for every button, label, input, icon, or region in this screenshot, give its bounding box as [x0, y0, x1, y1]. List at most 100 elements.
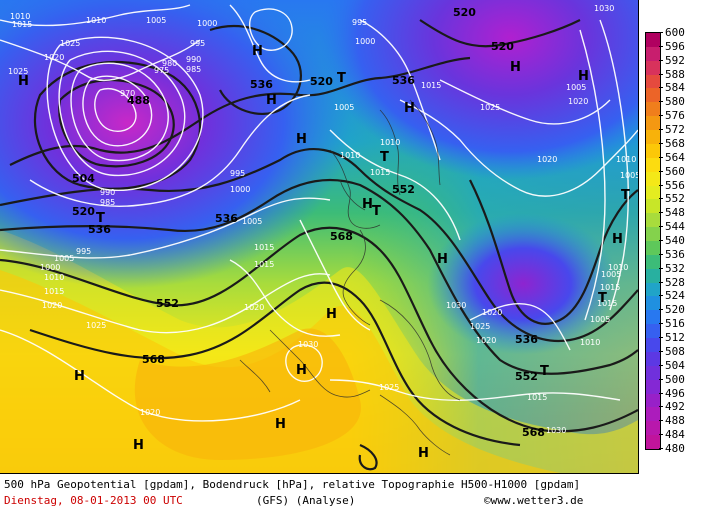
legend-tick — [659, 226, 663, 228]
geopotential-label: 536 — [215, 212, 238, 225]
legend-tick — [659, 184, 663, 186]
pressure-label: 1005 — [601, 270, 621, 279]
pressure-label: 1005 — [54, 254, 74, 263]
legend-tick — [659, 129, 663, 131]
legend-tick — [659, 309, 663, 311]
legend-tick — [659, 281, 663, 283]
high-marker: H — [418, 446, 429, 461]
caption-title: 500 hPa Geopotential [gpdam], Bodendruck… — [4, 478, 581, 491]
pressure-label: 1025 — [86, 321, 106, 330]
pressure-label: 1015 — [370, 168, 390, 177]
high-marker: H — [296, 363, 307, 378]
legend-label: 560 — [665, 164, 685, 178]
legend-swatch — [646, 407, 660, 423]
legend-swatch — [646, 213, 660, 229]
pressure-label: 1015 — [44, 287, 64, 296]
legend-label: 548 — [665, 206, 685, 220]
caption-model: (GFS) (Analyse) — [256, 494, 356, 507]
pressure-label: 1000 — [197, 19, 217, 28]
legend-tick — [659, 240, 663, 241]
color-legend: 600 596 592 588 584 580 576 572 568 564 560 556 552 5… — [641, 24, 704, 464]
legend-label: 564 — [665, 150, 685, 164]
pressure-label: 1005 — [146, 16, 166, 25]
pressure-label: 1015 — [254, 243, 274, 252]
legend-swatch — [646, 268, 660, 284]
legend-label: 572 — [665, 123, 685, 137]
low-marker: T — [96, 211, 105, 226]
pressure-label: 1005 — [242, 217, 262, 226]
legend-swatch — [646, 88, 660, 104]
legend-swatch — [646, 379, 660, 395]
pressure-label: 1020 — [537, 155, 557, 164]
pressure-label: 1020 — [42, 301, 62, 310]
map-svg: 1010 1005 1000 995 1030 995 1000 1015 10… — [0, 0, 638, 473]
pressure-label: 1010 — [10, 12, 30, 21]
legend-label: 532 — [665, 261, 685, 275]
legend-swatch — [646, 282, 660, 298]
geopotential-label: 520 — [72, 205, 95, 218]
pressure-label: 1025 — [470, 322, 490, 331]
legend-tick — [659, 142, 663, 144]
geopotential-label: 488 — [127, 94, 150, 107]
legend-tick — [659, 267, 663, 269]
weather-map: 1010 1005 1000 995 1030 995 1000 1015 10… — [0, 0, 639, 474]
high-marker: H — [74, 369, 85, 384]
low-marker: T — [337, 71, 346, 86]
legend-tick — [659, 364, 663, 366]
pressure-label: 1000 — [355, 37, 375, 46]
coastlines — [239, 99, 461, 456]
legend-tick — [659, 101, 663, 103]
pressure-label: 970 — [120, 89, 135, 98]
geopotential-label: 568 — [142, 353, 165, 366]
high-marker: H — [275, 417, 286, 432]
legend-label: 500 — [665, 372, 685, 386]
pressure-label: 995 — [352, 18, 367, 27]
legend-label: 512 — [665, 331, 685, 345]
pressure-label: 1020 — [568, 97, 588, 106]
pressure-label: 985 — [186, 65, 201, 74]
legend-label: 600 — [665, 26, 685, 39]
pressure-label: 1015 — [527, 393, 547, 402]
geopotential-label: 568 — [330, 230, 353, 243]
pressure-label: 1025 — [8, 67, 28, 76]
high-marker: H — [612, 232, 623, 247]
geopotential-label: 552 — [156, 297, 179, 310]
legend-tick — [659, 378, 663, 380]
pressure-label: 1015 — [12, 20, 32, 29]
high-marker: H — [266, 93, 277, 108]
pressure-label: 1015 — [597, 299, 617, 308]
legend-swatch — [646, 116, 660, 132]
high-marker: H — [326, 307, 337, 322]
legend-label: 516 — [665, 317, 685, 331]
pressure-label: 1000 — [230, 185, 250, 194]
legend-label: 520 — [665, 303, 685, 317]
geopotential-label: 552 — [515, 370, 538, 383]
pressure-label: 1030 — [446, 301, 466, 310]
pressure-label: 1025 — [60, 39, 80, 48]
legend-swatch — [646, 365, 660, 381]
high-marker: H — [133, 438, 144, 453]
pressure-label: 1010 — [86, 16, 106, 25]
legend-label: 496 — [665, 386, 685, 400]
legend-swatch — [646, 157, 660, 173]
pressure-label: 1030 — [546, 426, 566, 435]
geopotential-label: 536 — [250, 78, 273, 91]
pressure-label: 995 — [230, 169, 245, 178]
legend-swatch — [646, 435, 660, 449]
pressure-label: 990 — [186, 55, 201, 64]
legend-label: 484 — [665, 428, 685, 442]
pressure-label: 1020 — [244, 303, 264, 312]
low-marker: T — [598, 291, 607, 306]
pressure-label: 1000 — [40, 263, 60, 272]
geopotential-label: 520 — [491, 40, 514, 53]
geopotential-label: 536 — [88, 223, 111, 236]
pressure-label: 1020 — [44, 53, 64, 62]
legend-tick — [659, 45, 663, 47]
pressure-label: 1025 — [379, 383, 399, 392]
legend-label: 584 — [665, 81, 685, 95]
legend-label: 592 — [665, 53, 685, 67]
legend-swatch — [646, 185, 660, 201]
high-marker: H — [578, 69, 589, 84]
legend-label: 588 — [665, 67, 685, 81]
pressure-label: 1015 — [600, 283, 620, 292]
